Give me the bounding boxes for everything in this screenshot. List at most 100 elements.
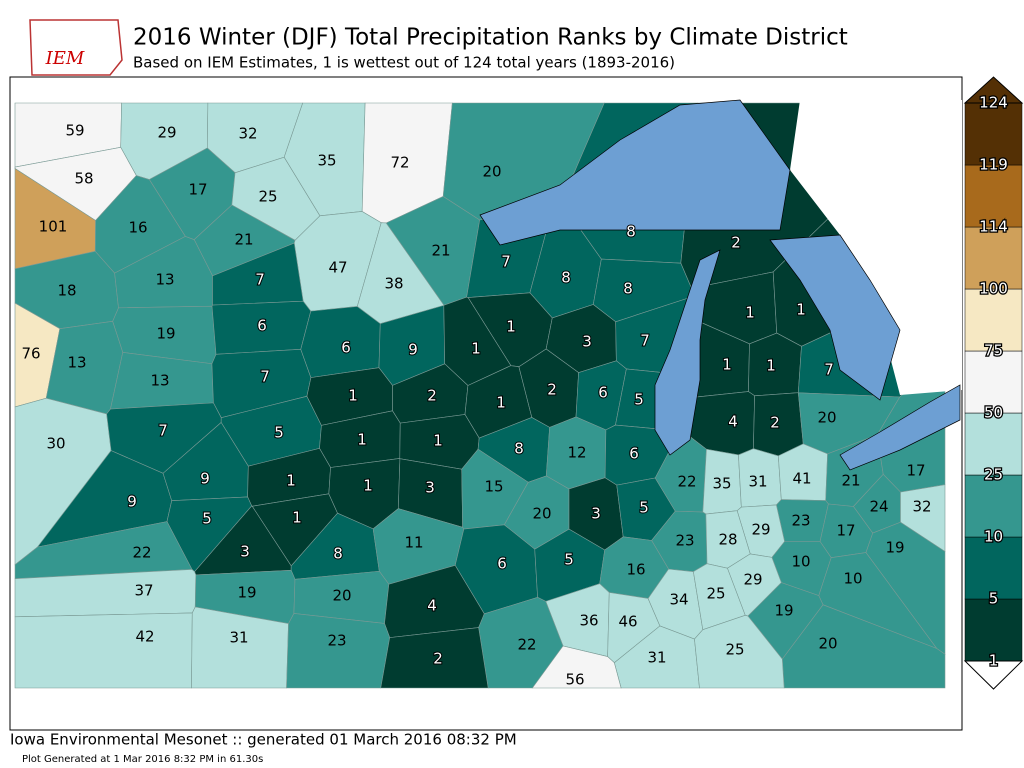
- district-label: 29: [157, 124, 176, 142]
- district-label: 2: [731, 234, 741, 252]
- district-label: 38: [384, 275, 403, 293]
- district-label: 5: [634, 391, 644, 409]
- district-label: 9: [408, 341, 418, 359]
- district-label: 1: [506, 318, 516, 336]
- district-label: 24: [869, 498, 888, 516]
- district-label: 42: [135, 628, 154, 646]
- district-label: 22: [677, 473, 696, 491]
- district-label: 58: [74, 170, 93, 188]
- district-label: 11: [404, 534, 423, 552]
- district-label: 2: [770, 414, 780, 432]
- logo-text: IEM: [45, 48, 85, 69]
- colorbar-label: 100: [979, 280, 1008, 298]
- district-label: 21: [841, 472, 860, 490]
- district-label: 8: [514, 440, 524, 458]
- district-label: 28: [718, 531, 737, 549]
- district-label: 6: [257, 317, 267, 335]
- district-label: 1: [292, 509, 302, 527]
- district-label: 56: [565, 671, 584, 689]
- district-label: 20: [532, 505, 551, 523]
- district-label: 19: [774, 602, 793, 620]
- colorbar-label: 50: [984, 404, 1003, 422]
- logo: IEM: [29, 19, 123, 76]
- colorbar-label: 119: [979, 156, 1008, 174]
- colorbar-box: [964, 226, 1023, 290]
- district-label: 17: [906, 462, 925, 480]
- district-label: 23: [327, 632, 346, 650]
- district-label: 7: [158, 422, 168, 440]
- district-label: 29: [751, 521, 770, 539]
- district-label: 21: [234, 231, 253, 249]
- district-label: 41: [792, 470, 811, 488]
- district-label: 101: [39, 218, 68, 236]
- district-label: 8: [333, 545, 343, 563]
- colorbar-box: [964, 102, 1023, 166]
- district-label: 37: [134, 582, 153, 600]
- district-label: 20: [818, 635, 837, 653]
- canada: [790, 100, 962, 395]
- district-label: 47: [328, 259, 347, 277]
- colorbar-label: 5: [989, 590, 999, 608]
- district-label: 7: [824, 361, 834, 379]
- district-label: 17: [836, 522, 855, 540]
- district-label: 20: [482, 163, 501, 181]
- district-label: 21: [431, 242, 450, 260]
- colorbar-top: [963, 76, 1024, 104]
- district-label: 6: [497, 555, 507, 573]
- district-label: 7: [640, 332, 650, 350]
- district-label: 2: [427, 387, 437, 405]
- colorbar-box: [964, 350, 1023, 414]
- district-label: 19: [885, 539, 904, 557]
- district-label: 4: [427, 597, 437, 615]
- district-label: 1: [496, 394, 506, 412]
- colorbar-box: [964, 474, 1023, 538]
- district-label: 31: [229, 629, 248, 647]
- footer-line: Iowa Environmental Mesonet :: generated …: [10, 731, 517, 749]
- colorbar-label: 25: [984, 466, 1003, 484]
- lake-michigan: [654, 249, 721, 456]
- district-label: 18: [57, 282, 76, 300]
- colorbar-label: 10: [984, 528, 1003, 546]
- district-label: 1: [363, 477, 373, 495]
- district-label: 7: [260, 368, 270, 386]
- district-label: 1: [357, 431, 367, 449]
- district-label: 1: [722, 356, 732, 374]
- district-label: 22: [132, 544, 151, 562]
- district-label: 25: [725, 641, 744, 659]
- district-label: 36: [579, 612, 598, 630]
- district-label: 8: [623, 280, 633, 298]
- district-label: 59: [65, 122, 84, 140]
- colorbar-box: [964, 598, 1023, 662]
- district-label: 3: [240, 543, 250, 561]
- lake-huron: [769, 234, 901, 401]
- district-label: 5: [274, 424, 284, 442]
- district-label: 8: [626, 223, 636, 241]
- title: 2016 Winter (DJF) Total Precipitation Ra…: [133, 25, 848, 51]
- district-label: 10: [791, 553, 810, 571]
- district-label: 31: [748, 473, 767, 491]
- district-label: 35: [317, 152, 336, 170]
- district-label: 72: [390, 154, 409, 172]
- district-label: 3: [582, 333, 592, 351]
- district-label: 2: [433, 650, 443, 668]
- colorbar-label: 75: [984, 342, 1003, 360]
- colorbar-box: [964, 536, 1023, 600]
- district-label: 34: [669, 591, 688, 609]
- logo-outline: [29, 19, 123, 76]
- district-label: 19: [156, 325, 175, 343]
- district-label: 32: [238, 125, 257, 143]
- colorbar-box: [964, 288, 1023, 352]
- footer-note: Plot Generated at 1 Mar 2016 8:32 PM in …: [22, 754, 263, 765]
- district: [380, 627, 489, 689]
- district-label: 7: [255, 271, 265, 289]
- district: [14, 612, 193, 689]
- district-label: 12: [567, 444, 586, 462]
- district-label: 15: [484, 478, 503, 496]
- district-label: 20: [817, 409, 836, 427]
- district-label: 1: [433, 432, 443, 450]
- district-label: 16: [128, 219, 147, 237]
- district-label: 17: [188, 181, 207, 199]
- district-label: 3: [425, 479, 435, 497]
- district-label: 4: [728, 413, 738, 431]
- colorbar-box: [964, 412, 1023, 476]
